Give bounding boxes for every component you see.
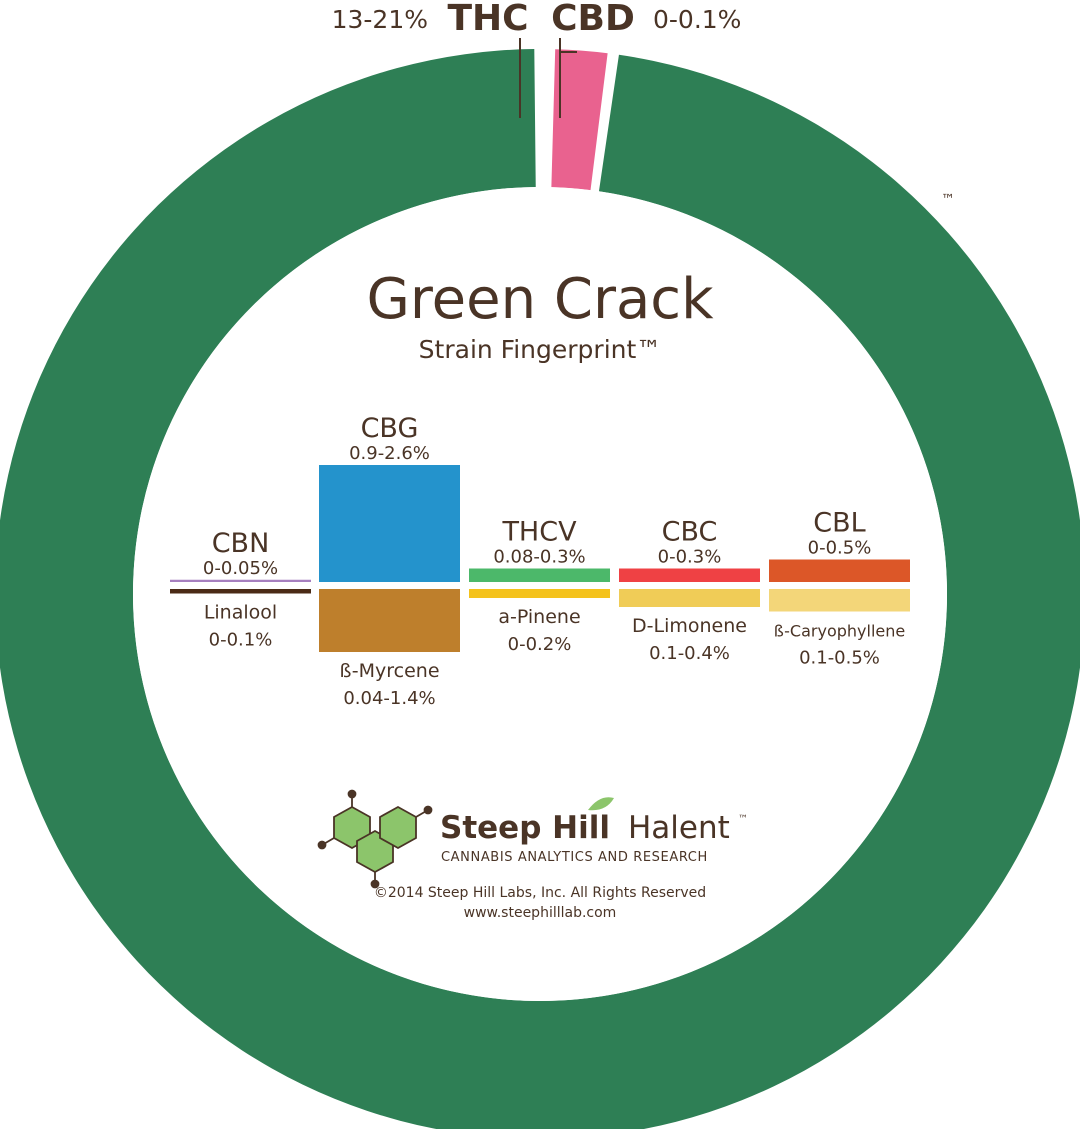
bar-label-a-pinene: a-Pinene	[498, 606, 580, 628]
bar-cbc	[619, 568, 760, 582]
bar-label-cbn: CBN	[212, 528, 270, 559]
bar-label-d-limonene: D-Limonene	[632, 615, 747, 637]
steep-hill-logo: Steep Hill Halent ™ CANNABIS ANALYTICS A…	[317, 789, 748, 889]
bar-value-cbc: 0-0.3%	[658, 547, 722, 568]
bar-cbg	[319, 465, 460, 582]
logo-trademark: ™	[738, 814, 748, 825]
bar-label-cbl: CBL	[813, 508, 865, 539]
thc-range-label: 13-21%	[332, 5, 428, 34]
bar-value-thcv: 0.08-0.3%	[493, 547, 585, 568]
bar-cbn	[170, 579, 311, 582]
bar-label-linalool: Linalool	[204, 602, 277, 624]
chart-subtitle: Strain Fingerprint™	[419, 335, 662, 364]
leaf-icon	[588, 797, 614, 811]
bar-label-cbg: CBG	[361, 413, 419, 444]
chart-title: Green Crack	[366, 267, 714, 332]
bar-label-myrcene: ß-Myrcene	[339, 660, 439, 682]
bar-myrcene	[319, 589, 460, 652]
bar-value-linalool: 0-0.1%	[209, 630, 273, 651]
bar-value-a-pinene: 0-0.2%	[508, 634, 572, 655]
bar-cbl	[769, 559, 910, 582]
ring-slice-cbd	[551, 49, 608, 191]
logo-brand-light: Halent	[628, 810, 730, 846]
logo-tagline: CANNABIS ANALYTICS AND RESEARCH	[441, 850, 708, 865]
trademark-mark: ™	[941, 192, 955, 208]
copyright-text: ©2014 Steep Hill Labs, Inc. All Rights R…	[374, 885, 706, 901]
bar-value-myrcene: 0.04-1.4%	[343, 688, 435, 709]
compound-bars: CBN0-0.05%CBG0.9-2.6%THCV0.08-0.3%CBC0-0…	[170, 413, 910, 709]
cbd-label: CBD	[551, 0, 635, 39]
bar-a-pinene	[469, 589, 610, 598]
bar-linalool	[170, 589, 311, 594]
bar-value-d-limonene: 0.1-0.4%	[649, 643, 730, 664]
thc-label: THC	[447, 0, 528, 39]
hexagon-molecule-icon	[317, 789, 433, 889]
bar-value-cbn: 0-0.05%	[203, 558, 278, 579]
bar-value-cbg: 0.9-2.6%	[349, 443, 430, 464]
bar-label-thcv: THCV	[501, 517, 577, 548]
cbd-range-label: 0-0.1%	[653, 5, 741, 34]
bar-value-caryophyllene: 0.1-0.5%	[799, 648, 880, 669]
bar-label-caryophyllene: ß-Caryophyllene	[774, 622, 905, 641]
website-url: www.steephilllab.com	[464, 905, 617, 921]
bar-d-limonene	[619, 589, 760, 607]
logo-brand-bold: Steep Hill	[440, 810, 610, 846]
bar-thcv	[469, 568, 610, 582]
bar-value-cbl: 0-0.5%	[808, 538, 872, 559]
bar-caryophyllene	[769, 589, 910, 612]
bar-label-cbc: CBC	[662, 517, 718, 548]
